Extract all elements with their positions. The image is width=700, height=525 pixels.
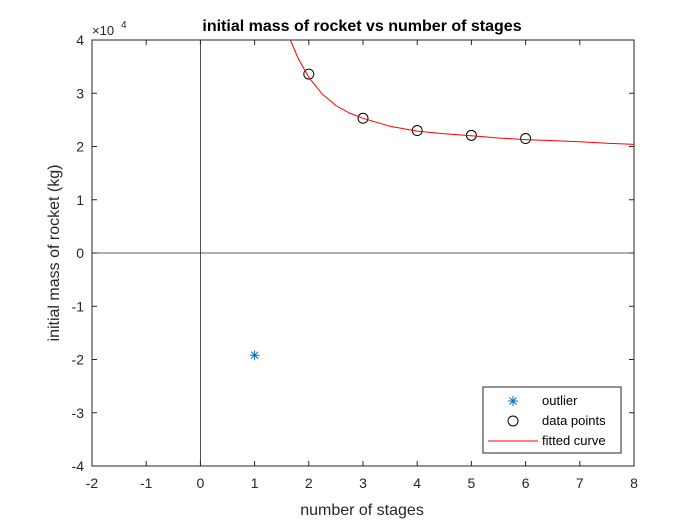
legend-asterisk-marker	[508, 396, 518, 406]
legend-label-fitted-curve: fitted curve	[542, 433, 606, 448]
y-tick-label: 2	[76, 139, 84, 155]
y-tick-label: 1	[76, 192, 84, 208]
y-tick-label: -2	[72, 352, 85, 368]
y-exponent: ×10 4	[92, 20, 127, 38]
legend-item-fitted-curve: fitted curve	[488, 433, 606, 448]
x-tick-label: -2	[86, 475, 99, 491]
y-axis-label: initial mass of rocket (kg)	[46, 165, 63, 342]
y-tick-label: 3	[76, 85, 84, 101]
x-tick-label: 0	[197, 475, 205, 491]
series-layer	[249, 39, 635, 361]
legend-box	[482, 386, 622, 454]
x-tick-label: -1	[140, 475, 153, 491]
legend-item-data-points: data points	[507, 413, 606, 428]
ticks: -2 -1 0 1 2 3 4 5 6 7 8 -4 -3 -2 -1 0 1 2 3 4	[72, 32, 639, 491]
x-tick-label: 8	[630, 475, 638, 491]
legend-asterisk-glyph	[508, 396, 518, 406]
x-tick-label: 7	[576, 475, 584, 491]
legend-label-data-points: data points	[542, 413, 606, 428]
y-tick-label: -3	[72, 405, 85, 421]
x-tick-label: 4	[413, 475, 421, 491]
legend-label-outlier: outlier	[542, 393, 578, 408]
y-tick-label: 4	[76, 32, 84, 48]
x-tick-label: 5	[468, 475, 476, 491]
data-point-marker	[303, 68, 315, 80]
y-exponent-base: ×10	[92, 23, 114, 38]
legend-circle-marker	[507, 415, 519, 427]
y-tick-label: -1	[72, 298, 85, 314]
zero-lines	[92, 40, 634, 466]
x-tick-label: 3	[359, 475, 367, 491]
legend: outlier data points fitted curve	[482, 386, 622, 454]
x-axis-label: number of stages	[300, 502, 424, 519]
data-point-marker	[520, 133, 532, 145]
outlier-marker	[249, 350, 260, 361]
x-tick-label: 1	[251, 475, 259, 491]
fitted-curve-line	[289, 39, 635, 145]
x-tick-label: 6	[522, 475, 530, 491]
data-point-marker	[357, 112, 369, 124]
y-tick-label: -4	[72, 458, 85, 474]
chart-title: initial mass of rocket vs number of stag…	[202, 18, 521, 35]
y-tick-label: 0	[76, 245, 84, 261]
y-exponent-power: 4	[121, 20, 127, 31]
legend-item-outlier: outlier	[508, 393, 578, 408]
x-tick-label: 2	[305, 475, 313, 491]
